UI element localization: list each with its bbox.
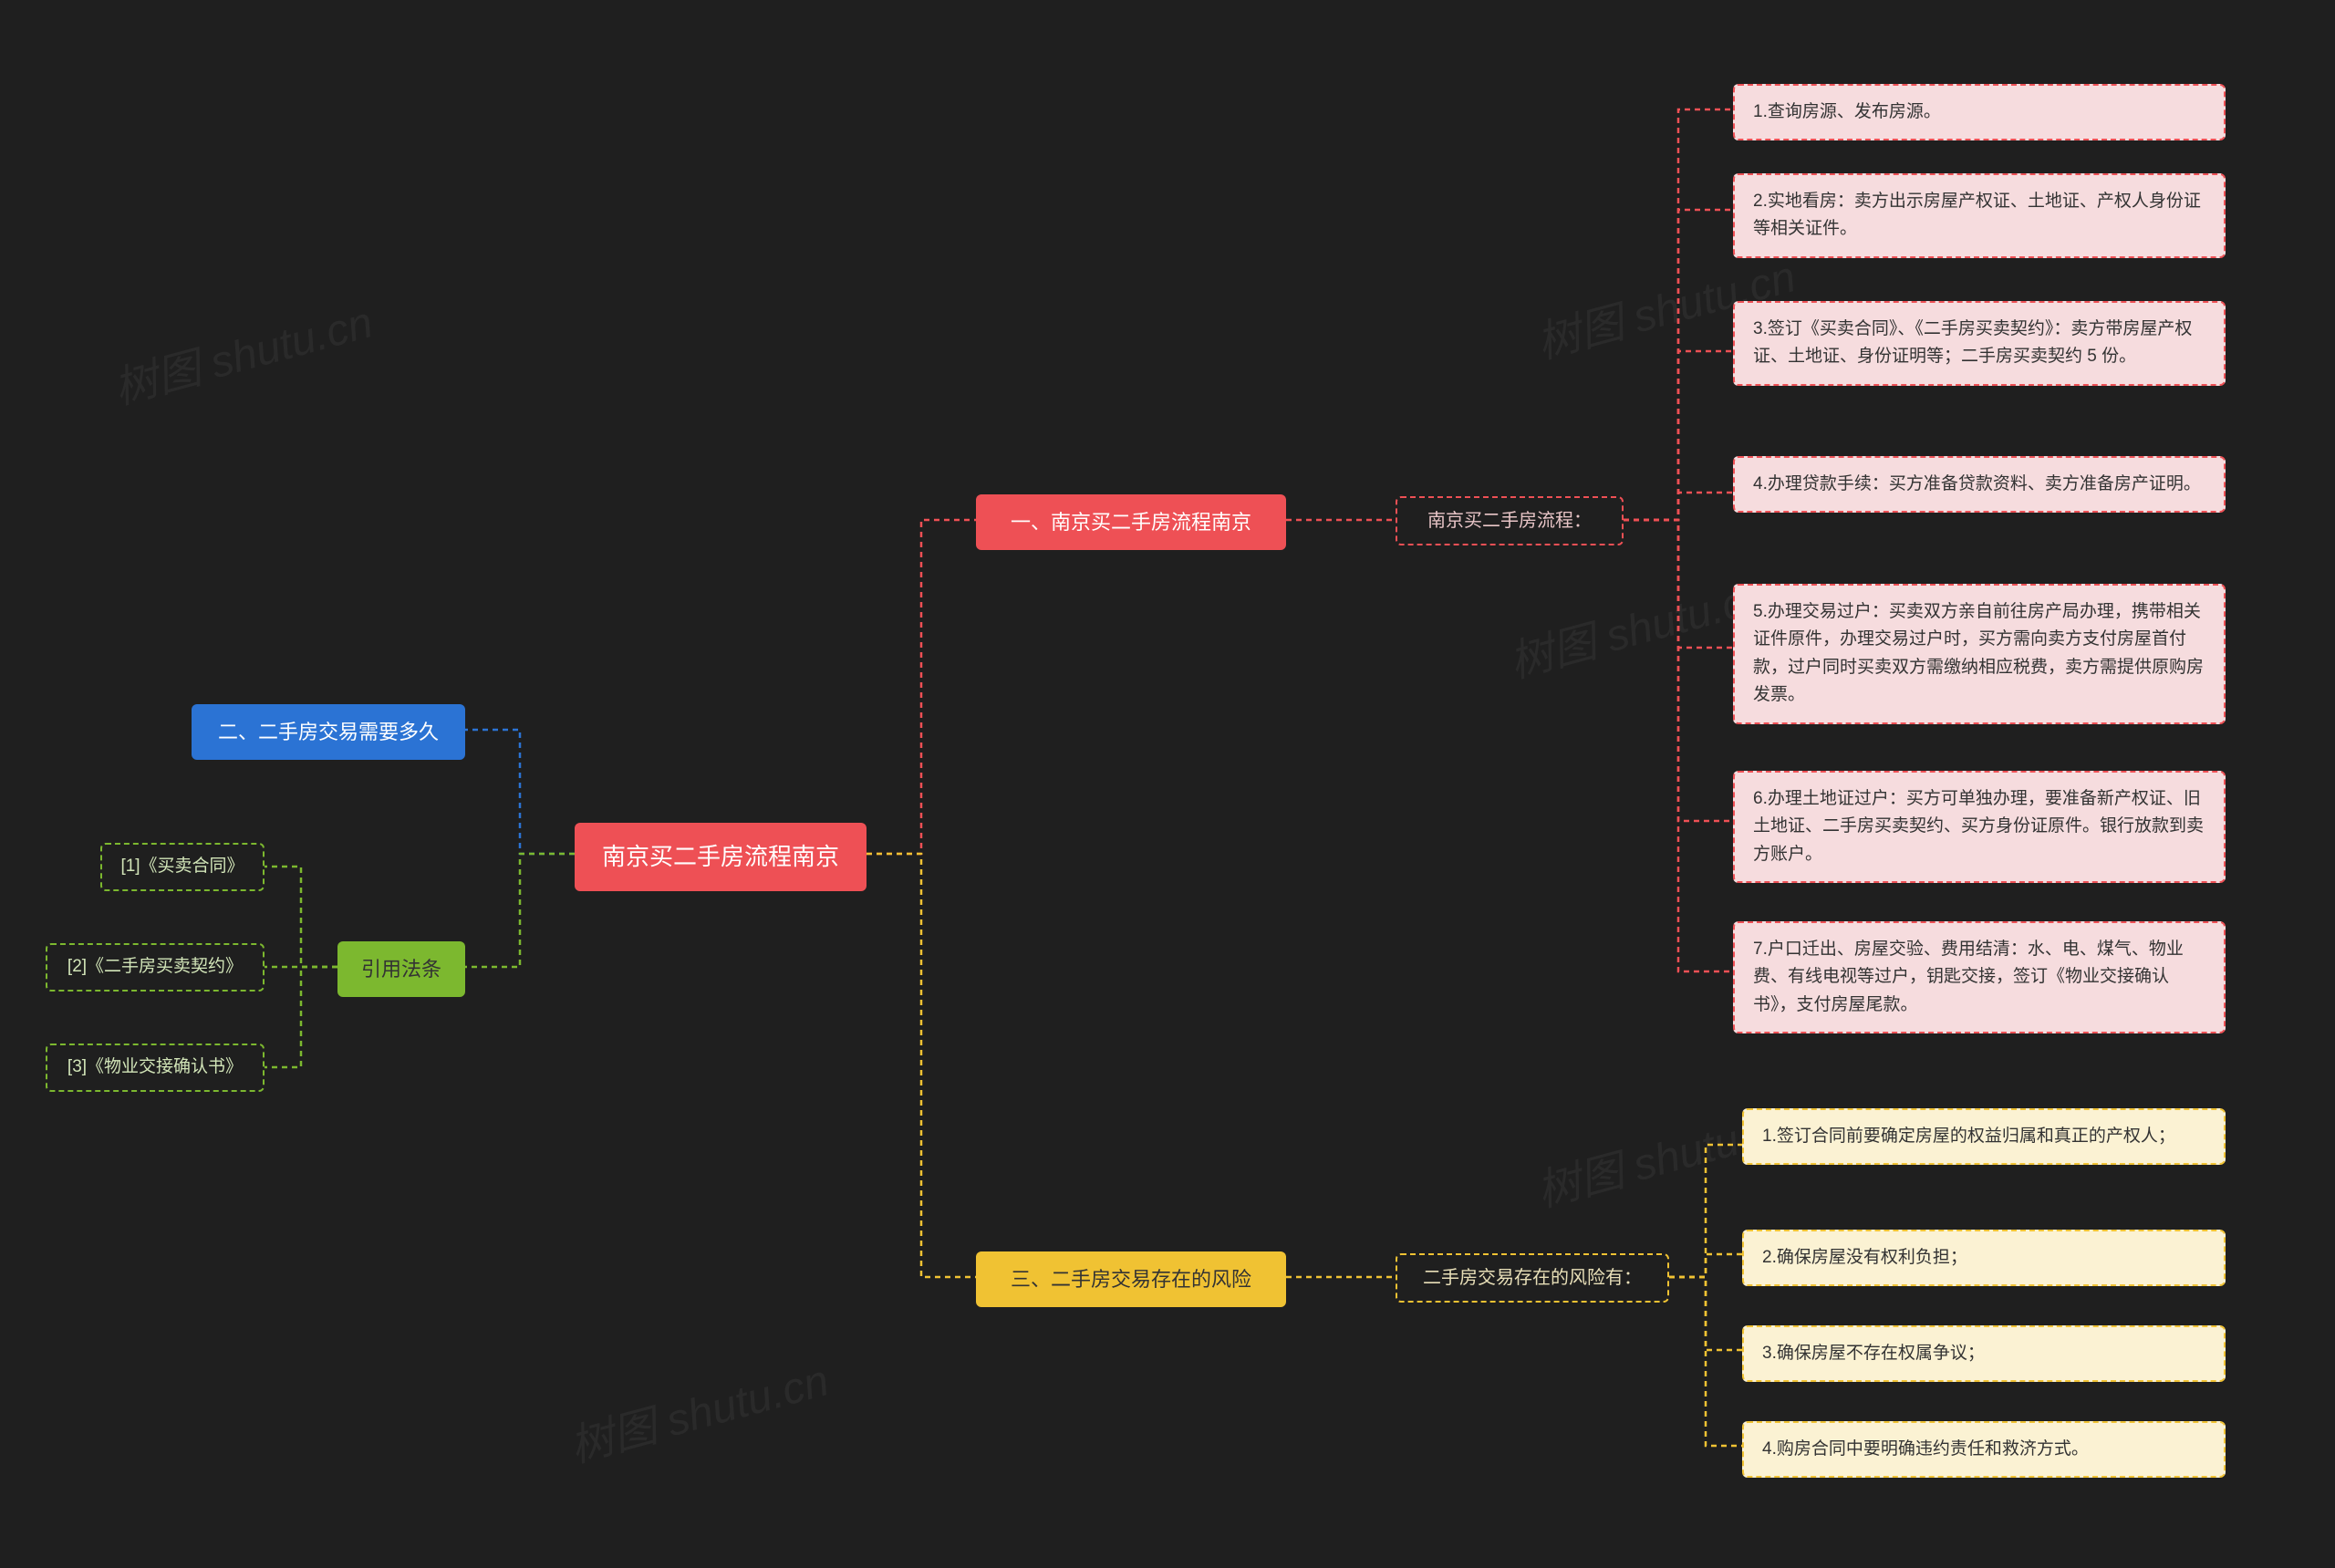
branch1-leaf: 6.办理土地证过户：买方可单独办理，要准备新产权证、旧土地证、二手房买卖契约、买… <box>1733 771 2226 883</box>
branch4-leaf: [2]《二手房买卖契约》 <box>46 943 265 992</box>
branch3-sub[interactable]: 二手房交易存在的风险有： <box>1396 1253 1669 1303</box>
branch1-node[interactable]: 一、南京买二手房流程南京 <box>976 494 1286 550</box>
branch1-leaf: 2.实地看房：卖方出示房屋产权证、土地证、产权人身份证等相关证件。 <box>1733 173 2226 258</box>
watermark: 树图 shutu.cn <box>106 286 379 417</box>
branch3-leaf: 4.购房合同中要明确违约责任和救济方式。 <box>1742 1421 2226 1478</box>
branch1-sub[interactable]: 南京买二手房流程： <box>1396 496 1624 545</box>
branch4-leaf: [3]《物业交接确认书》 <box>46 1044 265 1092</box>
branch2-node[interactable]: 二、二手房交易需要多久 <box>192 704 465 760</box>
branch1-leaf: 3.签订《买卖合同》、《二手房买卖契约》：卖方带房屋产权证、土地证、身份证明等；… <box>1733 301 2226 386</box>
branch3-node[interactable]: 三、二手房交易存在的风险 <box>976 1251 1286 1307</box>
branch1-leaf: 5.办理交易过户：买卖双方亲自前往房产局办理，携带相关证件原件，办理交易过户时，… <box>1733 584 2226 724</box>
branch1-leaf: 7.户口迁出、房屋交验、费用结清：水、电、煤气、物业费、有线电视等过户，钥匙交接… <box>1733 921 2226 1033</box>
watermark: 树图 shutu.cn <box>562 1345 835 1475</box>
branch3-leaf: 2.确保房屋没有权利负担； <box>1742 1230 2226 1286</box>
branch3-leaf: 1.签订合同前要确定房屋的权益归属和真正的产权人； <box>1742 1108 2226 1165</box>
branch3-leaf: 3.确保房屋不存在权属争议； <box>1742 1325 2226 1382</box>
branch4-node[interactable]: 引用法条 <box>337 941 465 997</box>
root-node[interactable]: 南京买二手房流程南京 <box>575 823 867 891</box>
branch1-leaf: 1.查询房源、发布房源。 <box>1733 84 2226 140</box>
branch4-leaf: [1]《买卖合同》 <box>100 843 265 891</box>
branch1-leaf: 4.办理贷款手续：买方准备贷款资料、卖方准备房产证明。 <box>1733 456 2226 513</box>
